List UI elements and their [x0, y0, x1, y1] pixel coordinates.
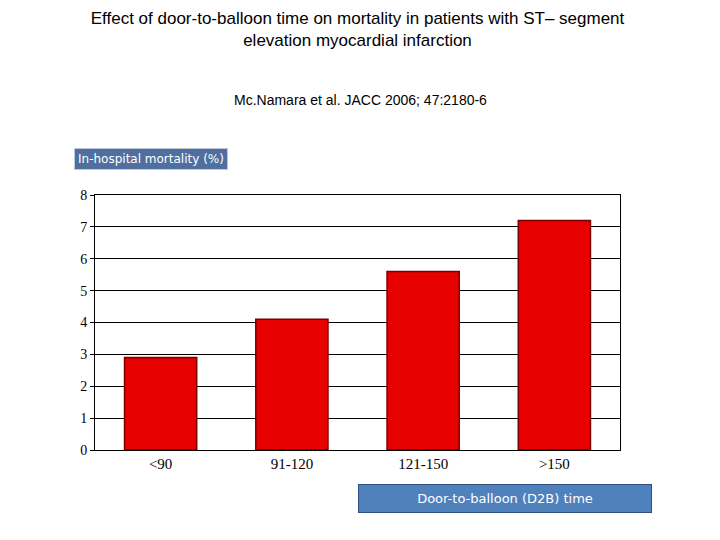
- svg-text:7: 7: [80, 220, 87, 235]
- svg-text:1: 1: [80, 411, 87, 426]
- svg-text:91-120: 91-120: [271, 456, 314, 472]
- svg-text:2: 2: [80, 379, 87, 394]
- svg-text:Door-to-balloon (D2B) time: Door-to-balloon (D2B) time: [417, 491, 593, 506]
- svg-text:4: 4: [80, 315, 87, 330]
- svg-text:>150: >150: [539, 456, 570, 472]
- svg-text:121-150: 121-150: [398, 456, 448, 472]
- svg-text:0: 0: [80, 443, 87, 458]
- svg-text:<90: <90: [149, 456, 172, 472]
- svg-text:Mc.Namara et al. JACC 2006; 47: Mc.Namara et al. JACC 2006; 47:2180-6: [234, 92, 487, 108]
- svg-text:3: 3: [80, 347, 87, 362]
- svg-text:6: 6: [80, 252, 87, 267]
- svg-text:Effect of door-to-balloon time: Effect of door-to-balloon time on mortal…: [91, 9, 625, 50]
- svg-text:In-hospital mortality (%): In-hospital mortality (%): [78, 152, 224, 166]
- svg-text:8: 8: [80, 188, 87, 203]
- svg-text:5: 5: [80, 284, 87, 299]
